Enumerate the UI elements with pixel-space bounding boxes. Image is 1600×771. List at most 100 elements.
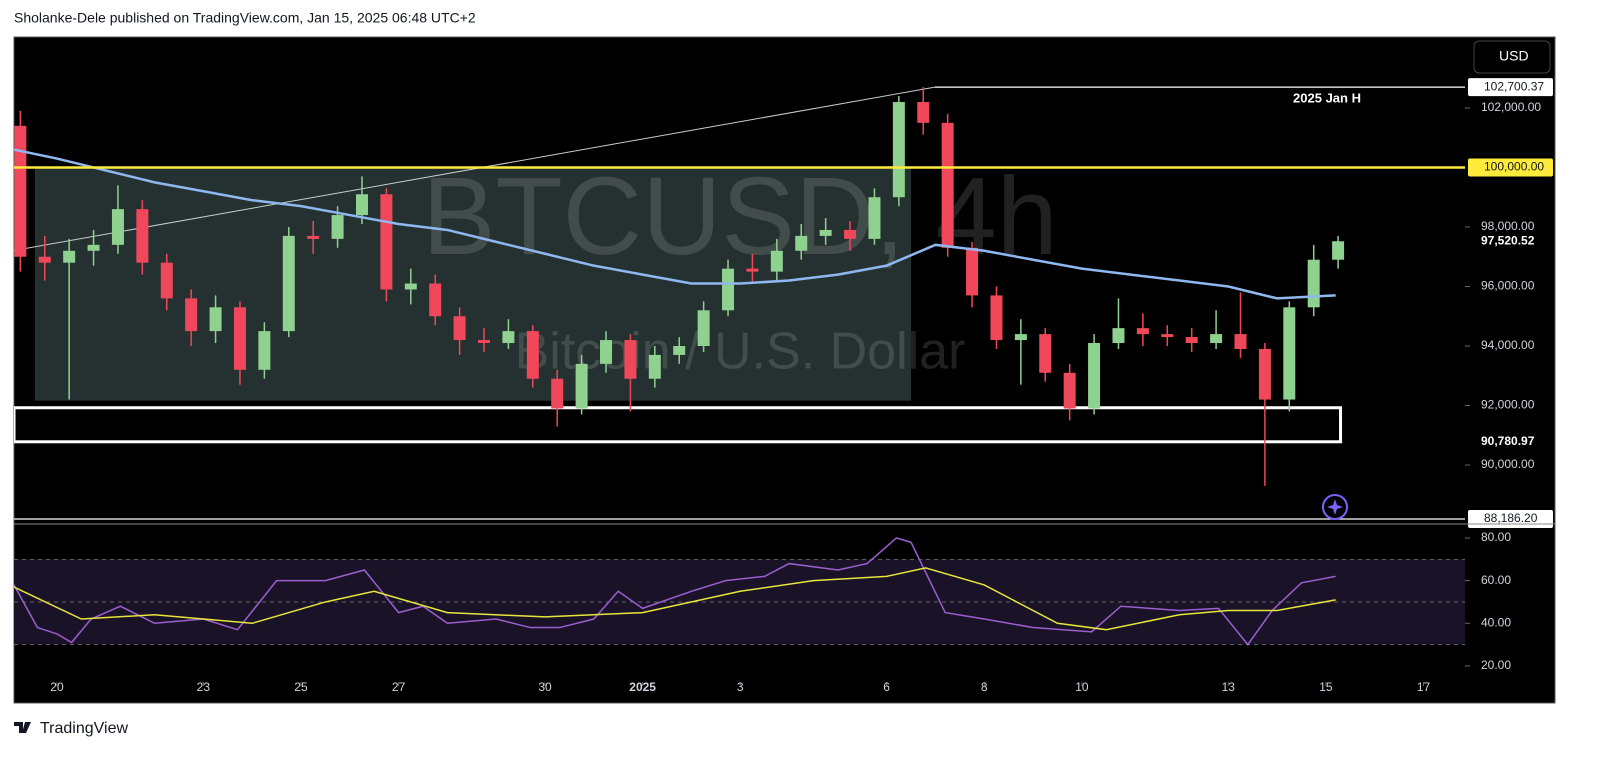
currency-button[interactable]: USD [1473, 40, 1551, 74]
x-tick-label: 6 [883, 680, 890, 694]
candle-body [624, 340, 637, 379]
candle-body [746, 268, 759, 272]
x-tick-label: 17 [1417, 680, 1431, 694]
candle-body [1063, 372, 1076, 409]
candle-body [770, 250, 783, 272]
candle-body [258, 331, 271, 370]
candle-body [1185, 337, 1198, 344]
candle-body [478, 340, 491, 344]
candle-body [1258, 348, 1271, 400]
candle-body [1332, 241, 1345, 260]
candle-body [892, 102, 905, 198]
candle-body [673, 346, 686, 355]
level-label-box [1468, 158, 1553, 177]
level-label-box [1468, 78, 1553, 97]
candle-body [526, 331, 539, 379]
logo-icon [14, 722, 31, 733]
candle-body [1161, 334, 1174, 338]
candle-body [331, 215, 344, 239]
candle-body [111, 209, 124, 245]
candle-body [185, 298, 198, 332]
x-tick-label: 23 [197, 680, 211, 694]
range-box [34, 167, 912, 401]
x-tick-label: 10 [1075, 680, 1089, 694]
candle-body [990, 295, 1003, 341]
candle-body [233, 307, 246, 370]
y-tick-label: 60.00 [1481, 573, 1511, 587]
trend-line [14, 86, 936, 251]
candle-body [429, 283, 442, 317]
x-tick-label: 20 [50, 680, 64, 694]
y-tick-label: 20.00 [1481, 658, 1511, 672]
y-tick-label: 98,000.00 [1481, 219, 1535, 233]
rsi-line [13, 567, 1336, 631]
candle-body [819, 229, 832, 236]
candle-body [1112, 328, 1125, 344]
candle-body [966, 247, 979, 296]
footer-logo: TradingView [14, 720, 128, 737]
level-label: 100,000.00 [1484, 160, 1544, 174]
y-tick-label: 90,000.00 [1481, 457, 1535, 471]
x-tick-label: 13 [1222, 680, 1236, 694]
last-price-label: 97,520.52 [1481, 233, 1535, 247]
candle-body [1136, 328, 1149, 335]
candle-body [87, 244, 100, 251]
candle-body [380, 194, 393, 290]
x-tick-label: 25 [294, 680, 308, 694]
candle-body [868, 197, 881, 239]
x-tick-label: 15 [1319, 680, 1333, 694]
logo-text: TradingView [40, 720, 128, 737]
moving-average [14, 148, 1336, 300]
candle-body [917, 102, 930, 123]
candle-body [1283, 307, 1296, 400]
candle-body [502, 331, 515, 344]
candle-body [697, 310, 710, 347]
candle-body [1307, 259, 1320, 308]
candle-body [795, 235, 808, 251]
candle-body [1234, 334, 1247, 349]
y-tick-label: 40.00 [1481, 615, 1511, 629]
candle-body [1210, 334, 1223, 344]
x-tick-label: 30 [538, 680, 552, 694]
y-tick-label: 102,000.00 [1481, 100, 1541, 114]
candle-body [160, 262, 173, 299]
candle-body [1039, 334, 1052, 373]
level-label-box [1468, 509, 1553, 528]
support-zone [14, 406, 1343, 444]
level-label: 102,700.37 [1484, 79, 1544, 93]
candle-body [648, 354, 661, 379]
x-tick-label: 2025 [629, 680, 656, 694]
candle-body [722, 268, 735, 311]
candle-body [600, 340, 613, 364]
candle-body [1014, 334, 1027, 341]
watermark-symbol: BTCUSD, 4h [422, 155, 1058, 278]
candle-body [282, 235, 295, 332]
y-tick-label: 94,000.00 [1481, 338, 1535, 352]
sparkle-star [1327, 499, 1343, 515]
candle-body [307, 235, 320, 239]
candle-body [941, 122, 954, 248]
x-tick-label: 3 [737, 680, 744, 694]
y-tick-label: 80.00 [1481, 530, 1511, 544]
level-label: 90,780.97 [1481, 434, 1535, 448]
candle-body [38, 256, 51, 263]
candle-body [404, 283, 417, 290]
watermark-name: Bitcoin / U.S. Dollar [515, 323, 966, 381]
x-tick-label: 8 [981, 680, 988, 694]
button-box[interactable] [1473, 40, 1551, 74]
button-label[interactable]: USD [1499, 48, 1529, 64]
candle-body [63, 250, 76, 263]
y-tick-label: 92,000.00 [1481, 398, 1535, 412]
rsi-line [13, 537, 1336, 646]
candle-body [355, 194, 368, 216]
publish-header: Sholanke-Dele published on TradingView.c… [14, 10, 476, 26]
candle-body [14, 125, 27, 257]
candle-body [575, 363, 588, 409]
annotation: 2025 Jan H [1293, 90, 1361, 105]
candle-body [453, 316, 466, 341]
price-pane: BTCUSD, 4h Bitcoin / U.S. Dollar [14, 86, 1345, 486]
level-label: 88,186.20 [1484, 511, 1538, 525]
candle-body [1088, 343, 1101, 409]
